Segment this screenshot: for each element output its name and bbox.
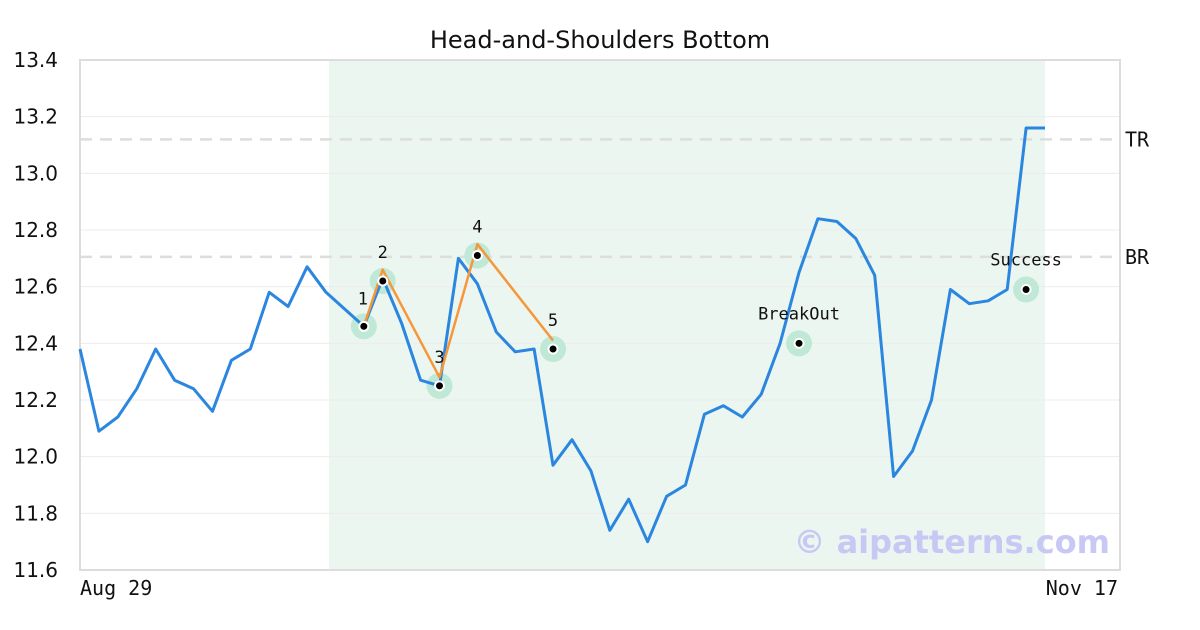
x-tick-end: Nov 17 <box>1046 576 1118 600</box>
pattern-point-label-1: 1 <box>358 289 368 309</box>
marker-dot <box>379 277 387 285</box>
reference-lines-layer: TR BR <box>80 127 1150 269</box>
plot-frame <box>79 59 1121 571</box>
event-label-success: Success <box>990 251 1062 271</box>
y-tick-label: 12.2 <box>13 388 58 412</box>
marker-dot <box>795 339 803 347</box>
marker-dot <box>1022 286 1030 293</box>
pattern-point-label-2: 2 <box>378 243 388 263</box>
reference-label-br: BR <box>1125 245 1150 269</box>
y-tick-label: 12.0 <box>13 445 58 469</box>
marker-dots-layer <box>358 250 1032 392</box>
axis-ticks-layer: 11.6 11.8 12.0 12.2 12.4 12.6 12.8 13.0 13.2 13.4 <box>13 48 58 582</box>
watermark: © aipatterns.com <box>793 523 1110 561</box>
pattern-point-label-4: 4 <box>472 218 482 238</box>
marker-dot <box>436 382 444 390</box>
y-tick-label: 13.0 <box>13 161 58 185</box>
y-tick-label: 13.2 <box>13 105 58 129</box>
y-tick-label: 12.4 <box>13 331 58 355</box>
event-label-breakout: BreakOut <box>758 304 840 324</box>
pattern-point-label-5: 5 <box>548 311 558 331</box>
pattern-highlight-band <box>328 60 1046 570</box>
lines-layer <box>78 126 1045 544</box>
pattern-point-label-3: 3 <box>434 348 444 368</box>
y-tick-label: 13.4 <box>13 48 58 72</box>
pattern-highlight-layer <box>328 60 1046 570</box>
y-tick-label: 11.6 <box>13 558 58 582</box>
reference-label-tr: TR <box>1125 127 1150 151</box>
price-line <box>78 126 1045 544</box>
marker-dot <box>549 345 557 353</box>
point-labels-layer: 1 2 3 4 5 BreakOut Success <box>358 218 1062 368</box>
x-tick-start: Aug 29 <box>80 576 152 600</box>
y-tick-label: 12.6 <box>13 275 58 299</box>
marker-dot <box>473 252 481 259</box>
pattern-line <box>362 242 554 379</box>
y-tick-label: 12.8 <box>13 218 58 242</box>
chart-title: Head-and-Shoulders Bottom <box>430 26 770 54</box>
marker-dot <box>360 322 368 330</box>
y-tick-label: 11.8 <box>13 501 58 525</box>
